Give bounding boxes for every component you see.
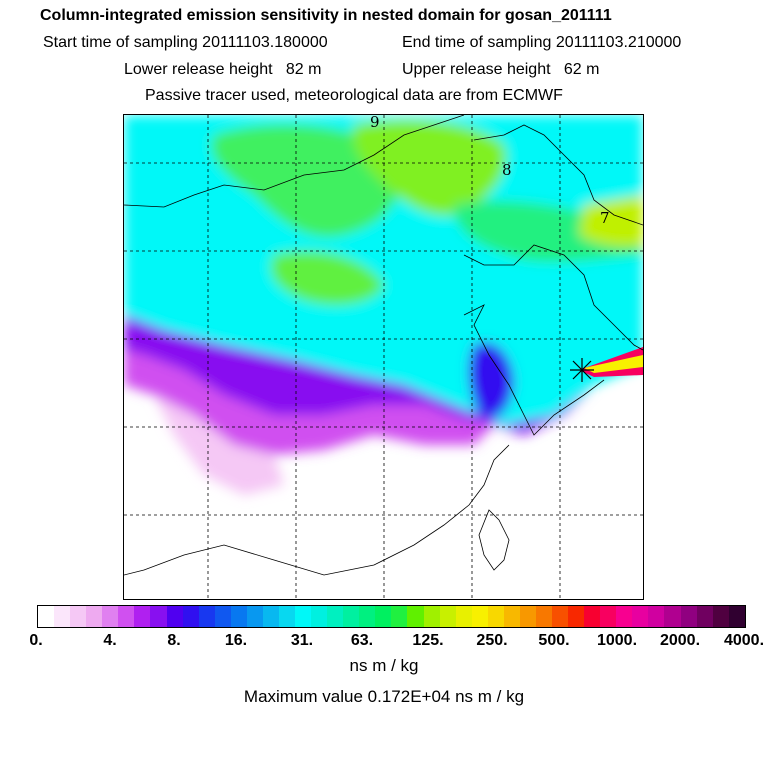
contour-label-8: 8 [502, 161, 512, 179]
sensitivity-map: 9 8 7 [124, 115, 643, 599]
colorbar-cell [182, 606, 199, 627]
contour-label-7: 7 [600, 209, 610, 227]
colorbar-tick-label: 2000. [659, 632, 701, 649]
colorbar-cell [455, 606, 472, 627]
colorbar-cell [295, 606, 312, 627]
colorbar-cell [568, 606, 585, 627]
colorbar-cell [166, 606, 183, 627]
colorbar-tick-label: 63. [350, 632, 374, 649]
colorbar [37, 605, 746, 628]
colorbar-tick-label: 125. [412, 632, 444, 649]
colorbar-cell [696, 606, 713, 627]
graticule [124, 115, 643, 599]
colorbar-cell [375, 606, 392, 627]
colorbar-cell [134, 606, 151, 627]
colorbar-cell [359, 606, 376, 627]
map-panel: 9 8 7 [123, 114, 644, 600]
colorbar-cell [535, 606, 552, 627]
star-marker [570, 358, 594, 382]
colorbar-cell [632, 606, 649, 627]
colorbar-cell [118, 606, 135, 627]
plot-title: Column-integrated emission sensitivity i… [40, 7, 612, 24]
colorbar-cell [648, 606, 665, 627]
colorbar-tick-label: 4. [103, 632, 117, 649]
colorbar-cell [311, 606, 328, 627]
colorbar-cell [230, 606, 247, 627]
colorbar-tick-label: 0. [29, 632, 43, 649]
colorbar-cell [487, 606, 504, 627]
green-region-3 [270, 251, 384, 305]
colorbar-cell [38, 606, 55, 627]
pink-fringe [154, 395, 284, 495]
contour-label-9: 9 [370, 115, 380, 131]
colorbar-tick-label: 500. [538, 632, 570, 649]
colorbar-cell [407, 606, 424, 627]
lower-height-label: Lower release height 82 m [124, 61, 322, 78]
colorbar-cell [262, 606, 279, 627]
colorbar-tick-label: 1000. [596, 632, 638, 649]
units-label: ns m / kg [349, 656, 419, 675]
green-region-1 [211, 124, 401, 237]
colorbar-cell [552, 606, 569, 627]
colorbar-cell [246, 606, 263, 627]
colorbar-tick-label: 250. [476, 632, 508, 649]
coastlines [124, 115, 643, 576]
colorbar-tick-label: 31. [290, 632, 314, 649]
colorbar-cell [86, 606, 103, 627]
colorbar-cell [327, 606, 344, 627]
colorbar-cell [584, 606, 601, 627]
korea-coast [463, 244, 643, 351]
colorbar-cell [664, 606, 681, 627]
colorbar-cell [70, 606, 87, 627]
colorbar-tick-label: 8. [167, 632, 181, 649]
china-east-coast [463, 304, 605, 436]
colorbar-tick-label: 16. [224, 632, 248, 649]
colorbar-cell [712, 606, 729, 627]
colorbar-cell [150, 606, 167, 627]
purple-band [124, 315, 594, 435]
yellowgreen-region [579, 195, 643, 247]
upper-height-label: Upper release height 62 m [402, 61, 600, 78]
colorbar-cell [423, 606, 440, 627]
colorbar-cell [439, 606, 456, 627]
colorbar-cell [616, 606, 633, 627]
colorbar-cell [214, 606, 231, 627]
colorbar-cell [343, 606, 360, 627]
max-value-label: Maximum value 0.172E+04 ns m / kg [243, 687, 525, 706]
plume-core [584, 355, 643, 373]
magenta-band [124, 350, 494, 455]
colorbar-cell [198, 606, 215, 627]
colorbar-cell [503, 606, 520, 627]
colorbar-cell [680, 606, 697, 627]
colorbar-cell [728, 606, 745, 627]
colorbar-cell [54, 606, 71, 627]
colorbar-cell [102, 606, 119, 627]
tracer-note: Passive tracer used, meteorological data… [145, 87, 563, 104]
colorbar-tick-label: 4000. [723, 632, 765, 649]
colorbar-cell [519, 606, 536, 627]
blue-core [468, 342, 514, 419]
colorbar-cell [278, 606, 295, 627]
colorbar-cell [391, 606, 408, 627]
taiwan-island [478, 509, 510, 571]
end-time-label: End time of sampling 20111103.210000 [402, 34, 682, 51]
border-north [124, 115, 465, 208]
china-south-coast [124, 444, 510, 576]
colorbar-cell [600, 606, 617, 627]
colorbar-cell [471, 606, 488, 627]
border-northeast [473, 124, 643, 226]
start-time-label: Start time of sampling 20111103.180000 [43, 34, 328, 51]
